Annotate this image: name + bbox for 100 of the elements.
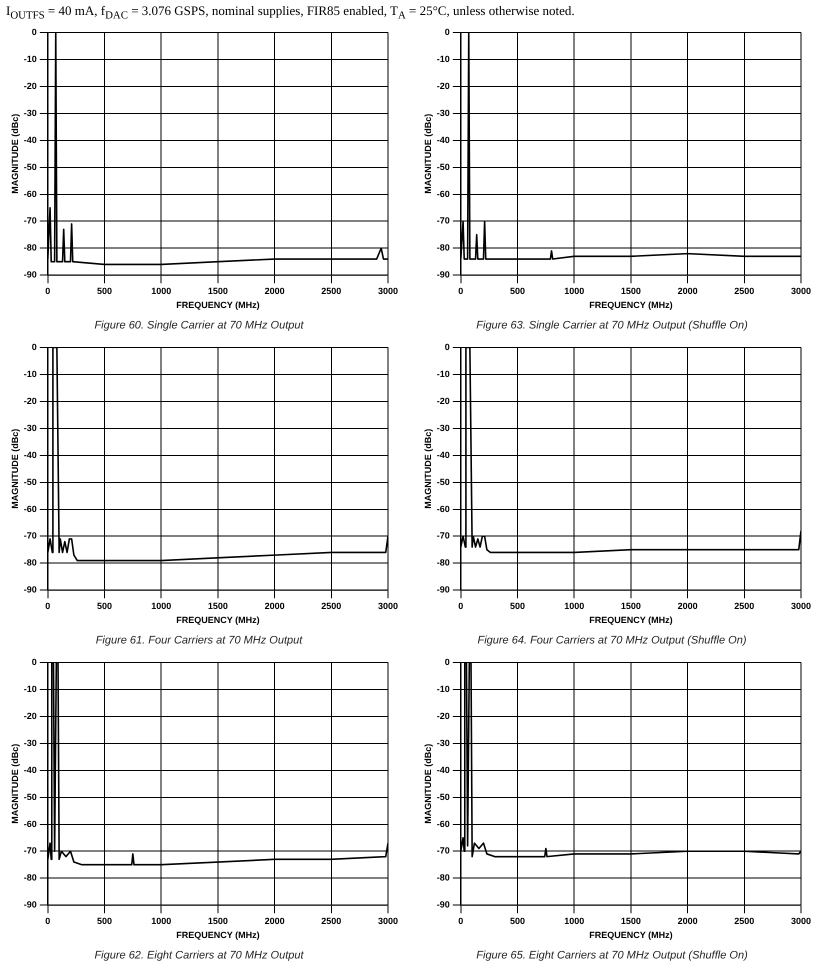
x-tick-label: 500 (96, 916, 112, 926)
x-tick-label: 500 (510, 286, 526, 296)
y-tick-label: 0 (32, 656, 37, 667)
text: Figure 63. Single Carrier at 70 MHz Output (Shuffle On) (476, 319, 748, 332)
y-tick-label: -50 (436, 792, 450, 802)
x-tick-label: 3000 (378, 916, 398, 926)
y-tick-label: -90 (24, 584, 37, 595)
x-tick-label: 1000 (151, 916, 172, 926)
x-tick-label: 2500 (734, 916, 754, 926)
y-tick-label: -20 (436, 80, 450, 91)
text: Figure 60. Single Carrier at 70 MHz Output (94, 319, 304, 332)
y-tick-label: -70 (24, 846, 37, 856)
y-tick-label: -40 (24, 450, 37, 460)
y-axis-title: MAGNITUDE (dBc) (422, 744, 433, 824)
x-tick-label: 1500 (620, 601, 641, 612)
y-tick-label: -70 (436, 216, 450, 226)
y-tick-label: -30 (436, 422, 450, 433)
y-tick-label: -10 (24, 368, 37, 379)
x-axis-title: FREQUENCY (MHz) (589, 300, 673, 310)
x-tick-label: 500 (96, 601, 112, 612)
x-axis-title: FREQUENCY (MHz) (176, 930, 260, 940)
y-tick-label: -60 (436, 818, 450, 829)
y-tick-label: 0 (32, 342, 37, 352)
y-tick-label: -80 (436, 242, 450, 253)
x-tick-label: 1500 (208, 286, 228, 296)
text: I$_{OUTFS}$ = 40 mA, f$_{DAC}$ = 3.076 GSPS, nominal supplies, FIR85 enabled, T$_{A}$ = 25°C, unless otherwise noted. (6, 3, 575, 22)
y-tick-label: -20 (24, 80, 37, 91)
y-tick-label: -50 (24, 476, 37, 487)
y-tick-label: -10 (436, 684, 450, 694)
y-tick-label: -10 (436, 368, 450, 379)
y-tick-label: -30 (24, 422, 37, 433)
text: Figure 62. Eight Carriers at 70 MHz Output (94, 949, 304, 962)
x-tick-label: 1000 (151, 601, 172, 612)
y-tick-label: -70 (436, 530, 450, 541)
x-tick-label: 2500 (321, 286, 342, 296)
y-tick-label: -10 (24, 684, 37, 694)
y-tick-label: -20 (24, 710, 37, 721)
y-axis-title: MAGNITUDE (dBc) (10, 744, 20, 824)
x-tick-label: 1500 (208, 916, 228, 926)
x-tick-label: 0 (458, 286, 464, 296)
x-axis-title: FREQUENCY (MHz) (176, 614, 260, 625)
x-tick-label: 2000 (678, 286, 698, 296)
x-tick-label: 2000 (264, 916, 285, 926)
x-tick-label: 3000 (790, 601, 812, 612)
x-tick-label: 3000 (378, 601, 398, 612)
x-tick-label: 2000 (678, 916, 698, 926)
x-tick-label: 2500 (321, 601, 342, 612)
y-tick-label: -40 (24, 134, 37, 145)
x-tick-label: 2500 (321, 916, 342, 926)
y-tick-label: -80 (436, 558, 450, 568)
y-tick-label: -50 (24, 162, 37, 172)
y-tick-label: -40 (436, 764, 450, 775)
x-tick-label: 0 (45, 916, 50, 926)
y-tick-label: -20 (24, 396, 37, 406)
y-tick-label: -60 (24, 188, 37, 199)
x-tick-label: 2000 (678, 601, 698, 612)
x-tick-label: 3000 (378, 286, 398, 296)
y-axis-title: MAGNITUDE (dBc) (422, 428, 433, 509)
x-tick-label: 1500 (620, 286, 641, 296)
y-tick-label: -90 (436, 900, 450, 910)
y-tick-label: -80 (436, 872, 450, 883)
x-axis-title: FREQUENCY (MHz) (176, 300, 260, 310)
y-axis-title: MAGNITUDE (dBc) (422, 114, 433, 194)
x-axis-title: FREQUENCY (MHz) (589, 930, 673, 940)
y-tick-label: -60 (24, 818, 37, 829)
x-tick-label: 1000 (564, 286, 584, 296)
x-tick-label: 500 (510, 601, 526, 612)
y-tick-label: 0 (32, 26, 37, 37)
y-tick-label: -10 (24, 54, 37, 64)
y-axis-title: MAGNITUDE (dBc) (10, 114, 20, 194)
y-tick-label: -70 (24, 216, 37, 226)
x-tick-label: 500 (510, 916, 526, 926)
y-tick-label: -80 (24, 872, 37, 883)
y-tick-label: -30 (436, 738, 450, 748)
y-tick-label: 0 (444, 342, 450, 352)
x-tick-label: 3000 (790, 916, 812, 926)
text: Figure 61. Four Carriers at 70 MHz Output (96, 634, 304, 646)
y-tick-label: -90 (24, 900, 37, 910)
x-tick-label: 2000 (264, 601, 285, 612)
y-tick-label: -60 (24, 504, 37, 514)
y-axis-title: MAGNITUDE (dBc) (10, 428, 20, 509)
y-tick-label: -40 (436, 450, 450, 460)
text: Figure 64. Four Carriers at 70 MHz Output (Shuffle On) (478, 634, 747, 646)
x-tick-label: 2500 (734, 601, 754, 612)
y-tick-label: -30 (436, 108, 450, 118)
y-tick-label: -10 (436, 54, 450, 64)
x-tick-label: 0 (458, 916, 464, 926)
x-tick-label: 1500 (620, 916, 641, 926)
x-tick-label: 2500 (734, 286, 754, 296)
y-tick-label: -90 (436, 584, 450, 595)
y-tick-label: -50 (24, 792, 37, 802)
y-tick-label: -50 (436, 476, 450, 487)
y-tick-label: -40 (24, 764, 37, 775)
y-tick-label: -50 (436, 162, 450, 172)
y-tick-label: -20 (436, 396, 450, 406)
text: Figure 65. Eight Carriers at 70 MHz Output (Shuffle On) (476, 949, 748, 962)
y-tick-label: 0 (444, 656, 450, 667)
y-tick-label: -60 (436, 188, 450, 199)
x-tick-label: 1000 (564, 601, 584, 612)
x-tick-label: 0 (45, 601, 50, 612)
